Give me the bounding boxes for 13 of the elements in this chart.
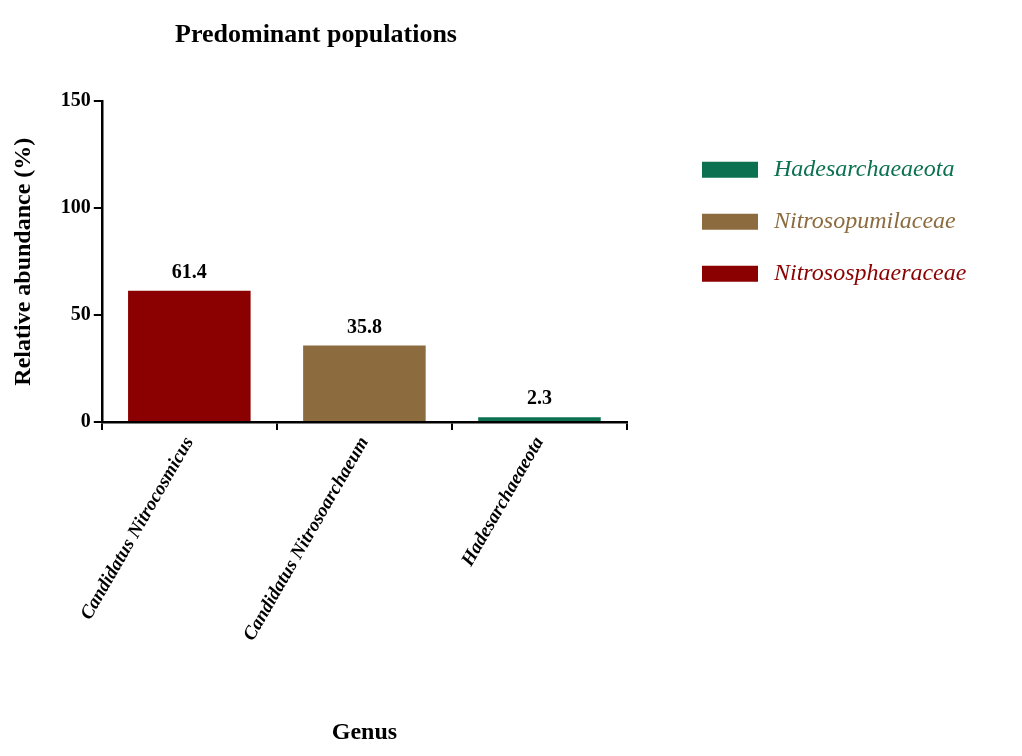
legend-label: Hadesarchaeaeota — [773, 154, 955, 181]
legend-label: Nitrosopumilaceae — [773, 206, 957, 233]
y-tick-label: 50 — [70, 302, 91, 325]
x-axis-title: Genus — [331, 717, 398, 744]
y-tick-label: 100 — [60, 195, 91, 218]
data-label: 2.3 — [526, 386, 552, 409]
y-axis-title: Relative abundance (%) — [8, 137, 35, 386]
chart-title: Predominant populations — [175, 19, 457, 49]
y-tick-label: 150 — [60, 88, 91, 111]
data-label: 35.8 — [346, 314, 382, 337]
legend-label: Nitrososphaeraceae — [773, 258, 967, 285]
data-label: 61.4 — [171, 259, 207, 282]
y-tick-label: 0 — [80, 409, 91, 432]
